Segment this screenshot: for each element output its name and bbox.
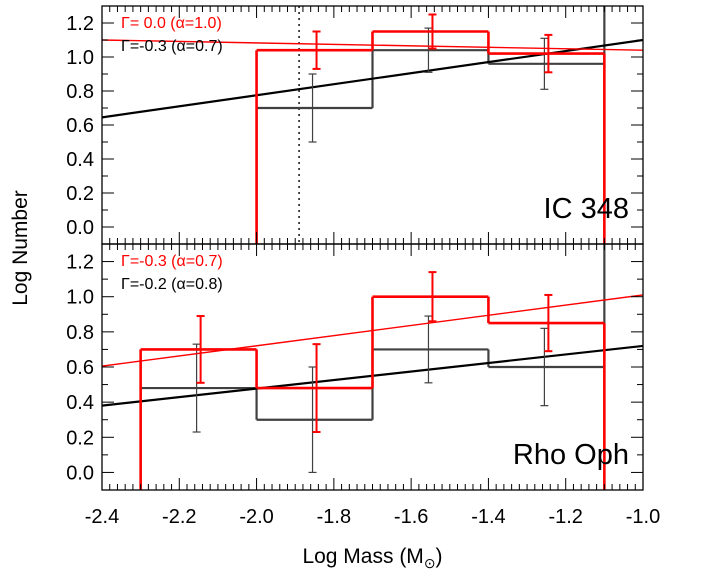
y-tick-label: 0.6 xyxy=(66,357,94,379)
y-tick-label: 0.0 xyxy=(66,217,94,239)
plot-area xyxy=(102,244,643,490)
y-tick-label: 0.8 xyxy=(66,81,94,103)
y-axis-label: Log Number xyxy=(9,190,32,306)
legend-red: Γ= 0.0 (α=1.0) xyxy=(121,15,222,32)
y-tick-label: 1.2 xyxy=(66,13,94,35)
x-tick-label: -2.0 xyxy=(239,506,273,528)
y-tick-label: 0.4 xyxy=(66,392,94,414)
y-tick-label: 1.2 xyxy=(66,252,94,274)
legend-black: Γ=-0.3 (α=0.7) xyxy=(121,38,223,55)
y-tick-label: 0.2 xyxy=(66,427,94,449)
panel-1: 0.0 0.2 0.4 0.6 0.8 1.0 1.2 -2.4 -2.2 -2.0 -1.8 -1.… xyxy=(66,243,660,528)
y-tick-label: 1.0 xyxy=(66,47,94,69)
y-tick-label: 0.6 xyxy=(66,115,94,137)
plot-area xyxy=(102,6,643,244)
x-tick-label: -2.4 xyxy=(85,506,119,528)
y-tick-label: 1.0 xyxy=(66,287,94,309)
panel-0: 0.0 0.2 0.4 0.6 0.8 1.0 1.2 Γ= 0.0 (α=1.0) Γ=-0.… xyxy=(66,5,644,245)
y-tick-label: 0.0 xyxy=(66,462,94,484)
panel-label: Rho Oph xyxy=(513,439,629,471)
x-tick-label: -1.4 xyxy=(471,506,505,528)
red-fit-line xyxy=(102,294,643,367)
x-axis-label: Log Mass (M⊙) xyxy=(302,545,442,571)
red-fit-line xyxy=(102,39,643,51)
x-tick-label: -1.0 xyxy=(626,506,660,528)
panels: 0.0 0.2 0.4 0.6 0.8 1.0 1.2 Γ= 0.0 (α=1.0) Γ=-0.… xyxy=(66,5,660,528)
x-axis-label-main: Log Mass (M xyxy=(302,545,423,568)
y-tick-label: 0.2 xyxy=(66,183,94,205)
y-tick-label: 0.4 xyxy=(66,149,94,171)
legend-red: Γ=-0.3 (α=0.7) xyxy=(121,253,223,270)
x-tick-label: -1.6 xyxy=(394,506,428,528)
x-tick-label: -2.2 xyxy=(162,506,196,528)
panel-label: IC 348 xyxy=(544,193,629,225)
y-tick-label: 0.8 xyxy=(66,322,94,344)
x-tick-label: -1.2 xyxy=(548,506,582,528)
x-axis-label-close: ) xyxy=(436,545,443,568)
x-tick-label: -1.8 xyxy=(317,506,351,528)
sun-symbol: ⊙ xyxy=(424,555,436,571)
legend-black: Γ=-0.2 (α=0.8) xyxy=(121,276,223,293)
